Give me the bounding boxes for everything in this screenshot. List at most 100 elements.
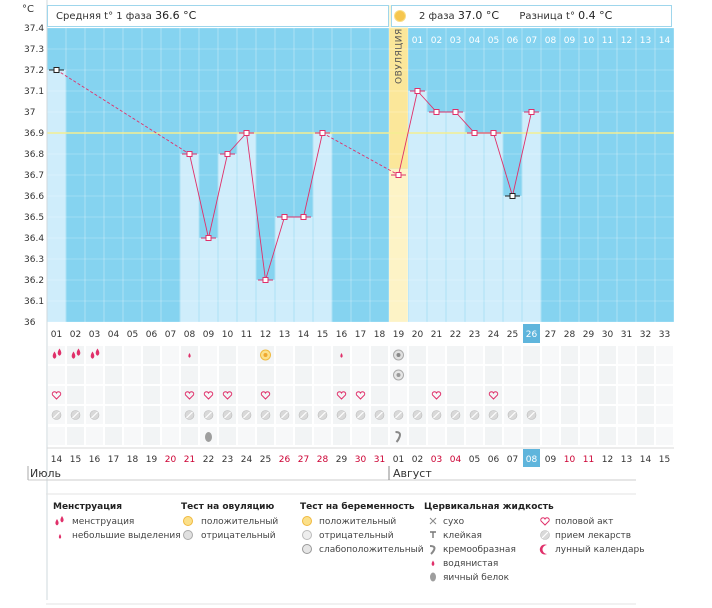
symbol-cell <box>314 366 331 384</box>
y-tick-label: 36.7 <box>24 171 44 181</box>
symbol-cell <box>257 386 274 404</box>
temperature-bar <box>408 91 427 322</box>
phase1-value: 36.6 °C <box>155 9 197 22</box>
symbol-cell <box>485 386 502 404</box>
diff-label: Разница t° <box>519 11 575 22</box>
pregnancy-test-dot <box>396 373 401 377</box>
legend-menstruation: менструация <box>72 517 135 527</box>
temperature-line-interpolated <box>322 132 399 176</box>
medication-icon-line <box>509 411 516 419</box>
legend-cervical-creamy: кремообразная <box>443 545 516 555</box>
symbol-cell <box>466 386 483 404</box>
symbol-cell <box>618 366 635 384</box>
calendar-date-label: 25 <box>260 455 271 465</box>
temperature-point <box>243 130 250 136</box>
symbol-cell <box>295 366 312 384</box>
y-axis-unit: °C <box>22 4 34 15</box>
legend-cervical-sticky: клейкая <box>443 531 482 541</box>
cycle-day-label: 19 <box>393 330 405 340</box>
symbol-cell <box>599 406 616 424</box>
medication-icon-line <box>452 411 459 419</box>
cycle-day-label: 13 <box>279 330 290 340</box>
symbol-cell <box>48 346 65 364</box>
temperature-line <box>512 111 532 197</box>
calendar-date-label: 07 <box>507 455 518 465</box>
symbol-cell <box>162 427 179 445</box>
symbol-cell <box>637 346 654 364</box>
symbol-cell <box>86 346 103 364</box>
symbol-cell <box>314 427 331 445</box>
temperature-point <box>433 109 440 115</box>
symbol-cell <box>561 366 578 384</box>
cycle-day-label: 16 <box>336 330 348 340</box>
cervical-egg-white-icon <box>205 432 212 442</box>
symbol-cell <box>314 346 331 364</box>
symbol-cell <box>67 386 84 404</box>
intercourse-icon <box>431 391 442 400</box>
ovulation-test-dot <box>263 353 268 357</box>
cycle-day-label: 08 <box>184 330 196 340</box>
y-tick-label: 36.9 <box>24 129 44 139</box>
temperature-bar <box>313 133 332 322</box>
temperature-bar <box>237 133 256 322</box>
legend-menstruation-icon <box>60 516 64 523</box>
calendar-date-label: 15 <box>659 455 670 465</box>
calendar-date-label: 15 <box>70 455 81 465</box>
symbol-cell <box>238 366 255 384</box>
symbol-cell <box>580 366 597 384</box>
calendar-date-label: 31 <box>374 455 385 465</box>
symbol-cell <box>238 427 255 445</box>
legend-pregnancy-positive-icon <box>302 516 312 526</box>
symbol-cell <box>561 406 578 424</box>
cycle-day-label: 17 <box>355 330 366 340</box>
symbol-cell <box>656 406 673 424</box>
symbol-cell <box>48 427 65 445</box>
y-tick-label: 36 <box>24 318 36 328</box>
symbol-cell <box>390 386 407 404</box>
symbol-cell <box>656 386 673 404</box>
symbol-cell <box>599 346 616 364</box>
medication-icon-line <box>205 411 212 419</box>
post-ovulation-day-label: 03 <box>450 36 461 46</box>
legend-pregnancy-negative: отрицательный <box>319 531 394 541</box>
cycle-day-label: 04 <box>108 330 120 340</box>
symbol-cell <box>276 346 293 364</box>
symbol-cell <box>352 386 369 404</box>
y-tick-label: 36.5 <box>24 213 44 223</box>
symbol-cell <box>409 386 426 404</box>
cycle-day-label: 24 <box>488 330 500 340</box>
temperature-point <box>490 130 497 136</box>
calendar-date-label: 03 <box>431 455 442 465</box>
temperature-bar <box>199 238 218 322</box>
temperature-point <box>205 235 212 241</box>
symbol-cell <box>143 386 160 404</box>
symbol-cell <box>504 386 521 404</box>
symbol-cell <box>295 386 312 404</box>
post-ovulation-day-label: 05 <box>488 36 499 46</box>
calendar-date-label: 05 <box>469 455 480 465</box>
symbol-cell <box>276 386 293 404</box>
symbol-cell <box>637 406 654 424</box>
post-ovulation-day-label: 09 <box>564 36 576 46</box>
temperature-point <box>262 277 269 283</box>
post-ovulation-day-label: 02 <box>431 36 442 46</box>
cycle-day-label: 29 <box>583 330 595 340</box>
y-tick-label: 36.2 <box>24 276 44 286</box>
temperature-bar <box>427 112 446 322</box>
symbol-cell <box>181 427 198 445</box>
menstruation-icon <box>52 351 57 359</box>
temperature-point <box>452 109 459 115</box>
temperature-point <box>53 67 60 73</box>
cycle-day-label: 25 <box>507 330 518 340</box>
legend-pregnancy-negative-icon <box>302 530 312 540</box>
symbol-cell <box>542 386 559 404</box>
calendar-date-label: 08 <box>526 455 538 465</box>
temperature-point <box>186 151 193 157</box>
legend-ovulation-positive-icon <box>183 516 193 526</box>
symbol-cell <box>352 366 369 384</box>
phase2-value: 37.0 °C <box>457 9 500 22</box>
cycle-day-label: 15 <box>317 330 328 340</box>
calendar-date-label: 20 <box>165 455 177 465</box>
temperature-line <box>303 132 323 218</box>
symbol-cell <box>67 346 84 364</box>
